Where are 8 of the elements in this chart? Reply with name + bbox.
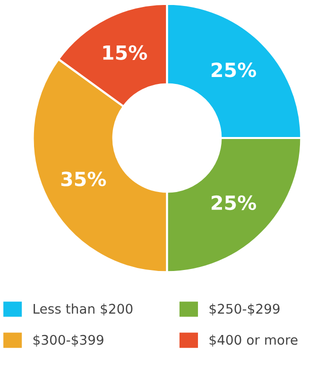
data-label: 25% (212, 62, 256, 78)
data-label: 35% (61, 172, 106, 186)
legend-label: $400 or more (210, 334, 298, 347)
legend-label: Less than $200 (34, 304, 132, 316)
legend-label: $250-$299 (210, 304, 280, 316)
data-label: 25% (212, 195, 256, 210)
legend-label: $300-$399 (33, 334, 104, 347)
data-label: 15% (103, 45, 147, 60)
